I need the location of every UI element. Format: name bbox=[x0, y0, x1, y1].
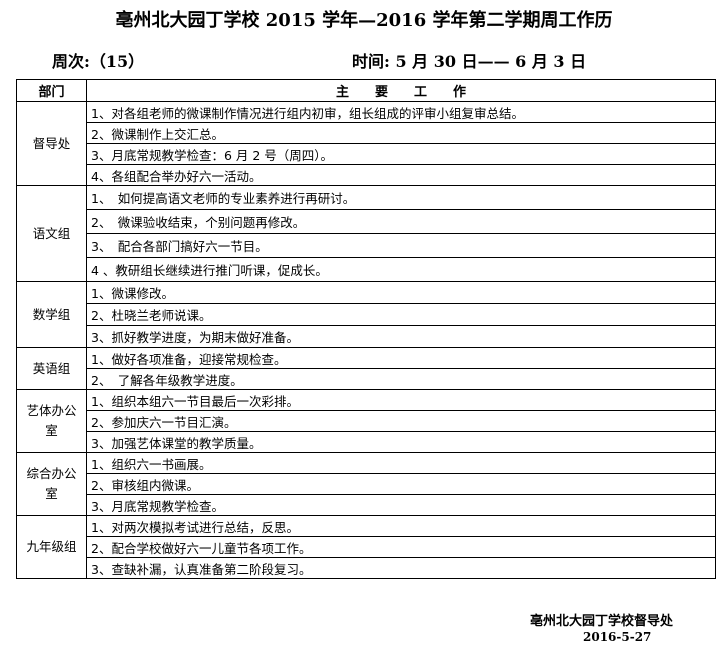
table-row: 4、各组配合举办好六一活动。 bbox=[17, 164, 716, 186]
work-item: 2、杜晓兰老师说课。 bbox=[86, 303, 716, 326]
work-item: 2、审核组内微课。 bbox=[86, 473, 716, 495]
work-item: 3、抓好教学进度，为期末做好准备。 bbox=[86, 325, 716, 348]
footer-date: 2016-5-27 bbox=[583, 630, 652, 644]
work-item: 2、配合学校做好六一儿童节各项工作。 bbox=[86, 536, 716, 558]
dept-cell: 数学组 bbox=[16, 281, 87, 348]
dept-cell: 艺体办公室 bbox=[16, 389, 87, 453]
work-item: 1、组织六一书画展。 bbox=[86, 452, 716, 474]
table-row: 综合办公室 1、组织六一书画展。 bbox=[16, 452, 716, 516]
footer-org: 亳州北大园丁学校督导处 bbox=[530, 614, 674, 629]
dept-cell: 综合办公室 bbox=[16, 452, 87, 516]
work-item: 2、参加庆六一节目汇演。 bbox=[86, 410, 716, 432]
work-item: 1、组织本组六一节目最后一次彩排。 bbox=[86, 389, 716, 411]
work-item: 1、做好各项准备，迎接常规检查。 bbox=[86, 347, 716, 369]
table-row: 语文组 1、 如何提高语文老师的专业素养进行再研讨。 bbox=[16, 185, 716, 282]
table-row: 3、月底常规教学检查：6 月 2 号（周四）。 bbox=[17, 143, 716, 165]
work-item: 3、查缺补漏，认真准备第二阶段复习。 bbox=[86, 557, 716, 579]
work-item: 3、 配合各部门搞好六一节目。 bbox=[86, 233, 716, 258]
table-row: 3、 配合各部门搞好六一节目。 bbox=[17, 233, 716, 258]
work-item: 2、 微课验收结束，个别问题再修改。 bbox=[86, 209, 716, 234]
header-dept: 部门 bbox=[16, 79, 87, 102]
page-title: 亳州北大园丁学校 2015 学年—2016 学年第二学期周工作历 bbox=[115, 10, 613, 31]
table-row: 2、配合学校做好六一儿童节各项工作。 bbox=[17, 536, 716, 558]
work-item: 1、微课修改。 bbox=[86, 281, 716, 304]
work-item: 1、对各组老师的微课制作情况进行组内初审，组长组成的评审小组复审总结。 bbox=[86, 101, 716, 123]
work-item: 3、月底常规教学检查。 bbox=[86, 494, 716, 516]
dept-cell: 九年级组 bbox=[16, 515, 87, 579]
dept-cell: 语文组 bbox=[16, 185, 87, 282]
table-row: 艺体办公室 1、组织本组六一节目最后一次彩排。 bbox=[16, 389, 716, 453]
work-item: 1、对两次模拟考试进行总结，反思。 bbox=[86, 515, 716, 537]
table-row: 2、审核组内微课。 bbox=[17, 473, 716, 495]
table-row: 3、抓好教学进度，为期末做好准备。 bbox=[17, 325, 716, 348]
header-work: 主 要 工 作 bbox=[86, 79, 716, 102]
work-item: 4、各组配合举办好六一活动。 bbox=[86, 164, 716, 186]
work-item: 2、 了解各年级教学进度。 bbox=[86, 368, 716, 390]
dept-cell: 督导处 bbox=[16, 101, 87, 186]
table-row: 督导处 1、对各组老师的微课制作情况进行组内初审，组长组成的评审小组复审总结。 bbox=[16, 101, 716, 186]
table-row: 2、参加庆六一节目汇演。 bbox=[17, 410, 716, 432]
table-row: 3、月底常规教学检查。 bbox=[17, 494, 716, 516]
week-number: 周次:（15） bbox=[52, 52, 145, 71]
table-row: 3、查缺补漏，认真准备第二阶段复习。 bbox=[17, 557, 716, 579]
table-row: 2、杜晓兰老师说课。 bbox=[17, 303, 716, 326]
table-row: 2、 了解各年级教学进度。 bbox=[17, 368, 716, 390]
table-row: 4 、教研组长继续进行推门听课，促成长。 bbox=[17, 257, 716, 282]
date-range: 时间: 5 月 30 日—— 6 月 3 日 bbox=[352, 52, 587, 71]
work-item: 3、月底常规教学检查：6 月 2 号（周四）。 bbox=[86, 143, 716, 165]
table-row: 数学组 1、微课修改。 bbox=[16, 281, 716, 348]
table-row: 2、微课制作上交汇总。 bbox=[17, 122, 716, 144]
table-row: 九年级组 1、对两次模拟考试进行总结，反思。 bbox=[16, 515, 716, 579]
work-item: 1、 如何提高语文老师的专业素养进行再研讨。 bbox=[86, 185, 716, 210]
table-row: 3、加强艺体课堂的教学质量。 bbox=[17, 431, 716, 453]
table-row: 2、 微课验收结束，个别问题再修改。 bbox=[17, 209, 716, 234]
work-item: 3、加强艺体课堂的教学质量。 bbox=[86, 431, 716, 453]
work-table: 部门 主 要 工 作 督导处 1、对各组老师的微课制作情况进行组内初审，组长组成的… bbox=[16, 79, 716, 579]
work-item: 4 、教研组长继续进行推门听课，促成长。 bbox=[86, 257, 716, 282]
table-row: 英语组 1、做好各项准备，迎接常规检查。 bbox=[16, 347, 716, 390]
dept-cell: 英语组 bbox=[16, 347, 87, 390]
work-item: 2、微课制作上交汇总。 bbox=[86, 122, 716, 144]
